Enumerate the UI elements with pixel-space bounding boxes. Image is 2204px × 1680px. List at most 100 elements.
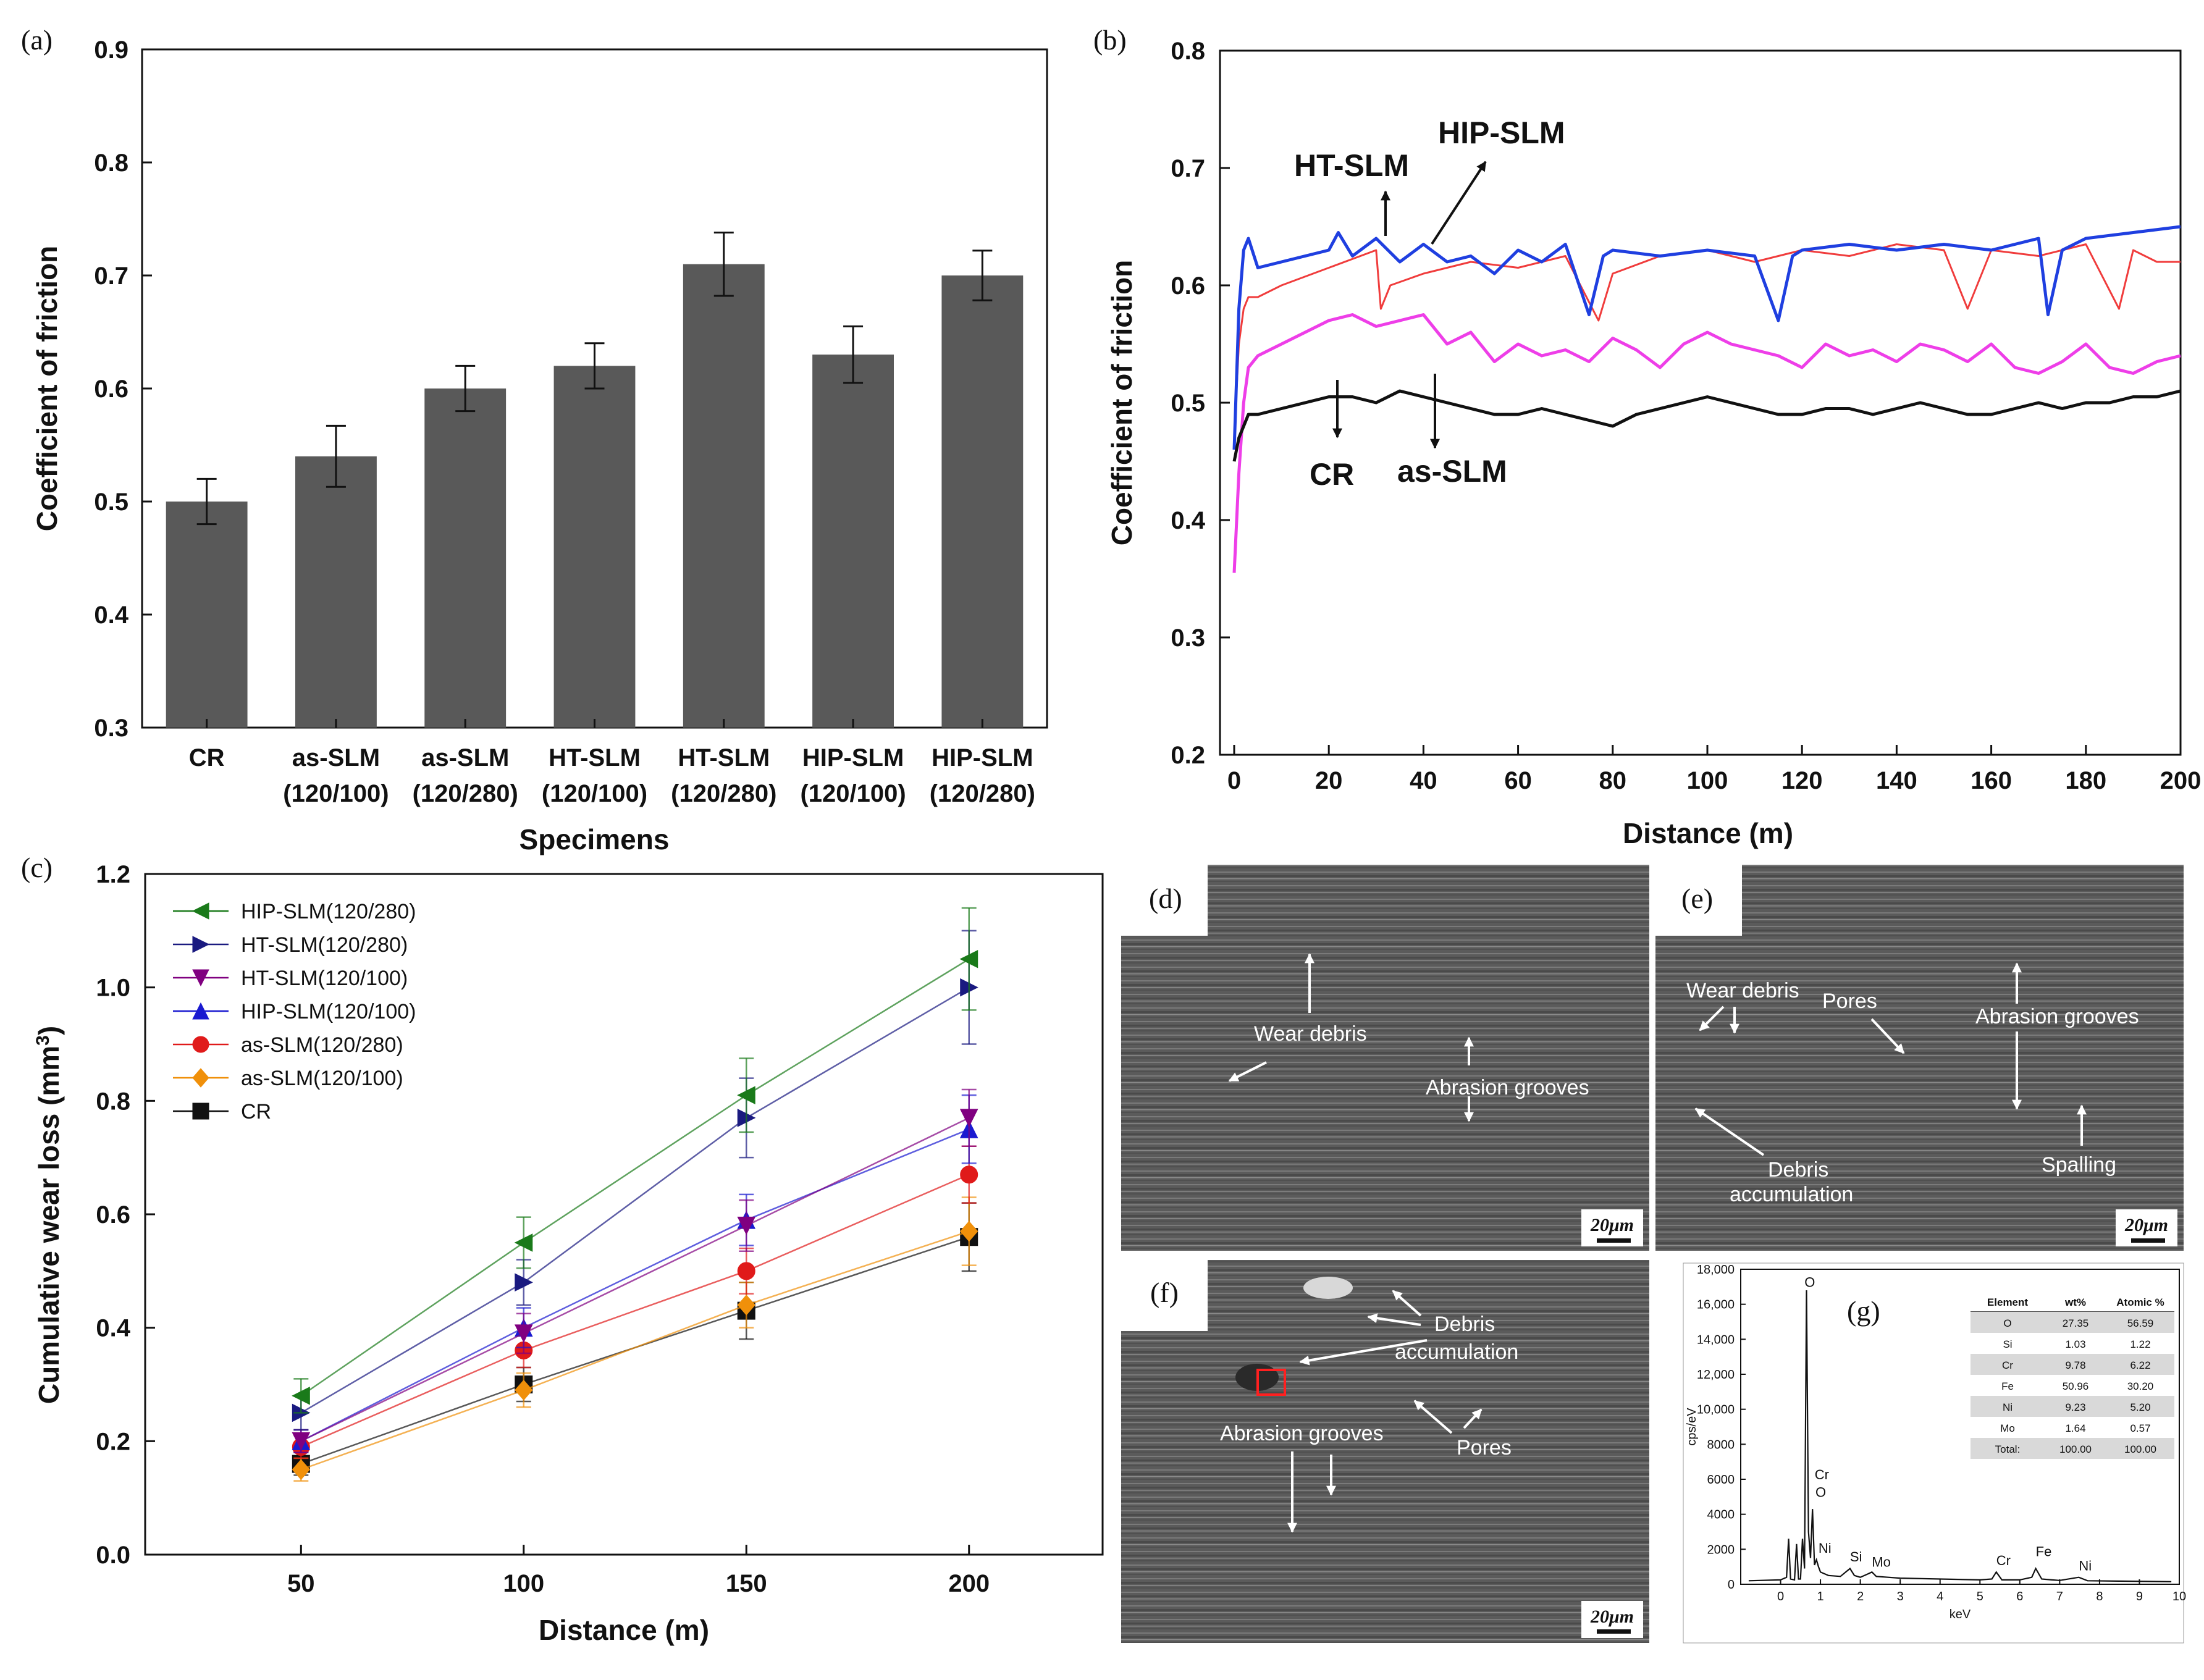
annotations-b: HIP-SLM HT-SLM CR as-SLM (1294, 116, 1565, 492)
table-cell: 100.00 (2124, 1443, 2156, 1455)
scale-text-e: 20μm (2124, 1215, 2168, 1235)
data-point (737, 1216, 756, 1235)
y-tick-label-b: 0.6 (1171, 272, 1205, 300)
y-tick-label-a: 0.4 (94, 602, 128, 629)
series-group (292, 1145, 978, 1460)
eds-spectrum (1748, 1290, 2172, 1582)
table-cell: Ni (2003, 1401, 2013, 1413)
table-cell: Cr (2002, 1359, 2013, 1371)
scale-bar-f (1597, 1629, 1631, 1634)
table-cell: 1.64 (2065, 1422, 2085, 1434)
legend-label: HIP-SLM(120/100) (241, 1000, 416, 1023)
y-axis-title-c: Cumulative wear loss (mm3) (33, 1026, 65, 1404)
arrow-e-pores (1870, 1018, 1905, 1054)
table-cell: Mo (2000, 1422, 2015, 1434)
x-tick-label-a: (120/100) (542, 780, 647, 807)
table-row-bg (1971, 1438, 2174, 1459)
peak-label: Cr (1815, 1467, 1829, 1482)
sem-image-d (1121, 865, 1649, 1251)
table-cell: 5.20 (2130, 1401, 2150, 1413)
annotation-cr: CR (1310, 457, 1354, 492)
y-tick-label-g: 18,000 (1697, 1263, 1735, 1277)
y-tick-label-c: 0.2 (96, 1428, 130, 1455)
data-point (960, 1166, 978, 1184)
sem-label-f-accumulation: accumulation (1395, 1340, 1518, 1364)
y-tick-label-a: 0.3 (94, 715, 128, 742)
arrow-f-pores-1 (1413, 1400, 1453, 1434)
y-tick-label-c: 1.2 (96, 861, 130, 888)
y-tick-label-c: 0.8 (96, 1088, 130, 1115)
table-header-cell: Element (1987, 1296, 2028, 1308)
legend-marker (192, 1068, 209, 1088)
arrow-d-debris-2 (1228, 1061, 1267, 1082)
series-line (300, 1174, 970, 1448)
y-tick-label-c: 0.0 (96, 1542, 130, 1569)
y-tick-label-a: 0.9 (94, 36, 128, 64)
series-line (300, 1230, 970, 1471)
lines-b (1232, 225, 2181, 573)
x-tick-label-a: HIP-SLM (932, 744, 1033, 771)
x-tick-label-b: 140 (1876, 767, 1917, 794)
table-cell: O (2003, 1317, 2011, 1329)
sem-label-f-pores: Pores (1457, 1436, 1512, 1460)
x-tick-label-g: 5 (1977, 1590, 1983, 1603)
scale-text-d: 20μm (1590, 1215, 1634, 1235)
x-tick-label-a: HT-SLM (549, 744, 641, 771)
y-tick-label-c: 0.4 (96, 1315, 130, 1342)
x-tick-label-g: 4 (1937, 1590, 1943, 1603)
x-tick-label-a: (120/280) (413, 780, 518, 807)
y-tick-label-a: 0.8 (94, 149, 128, 177)
table-cell: 1.22 (2130, 1338, 2150, 1350)
eds-selection-box (1256, 1369, 1286, 1396)
arrow-e-debris-1 (1699, 1006, 1725, 1031)
y-axis-title-c-main: Cumulative wear loss (mm (33, 1046, 65, 1404)
x-tick-label-c: 150 (726, 1570, 767, 1597)
sem-label-f-abrasion: Abrasion grooves (1220, 1422, 1384, 1445)
y-tick-label-g: 6000 (1707, 1473, 1735, 1487)
bar (812, 355, 894, 728)
table-row-bg (1971, 1354, 2174, 1375)
series-line-0 (1233, 243, 2181, 439)
y-tick-label-g: 16,000 (1697, 1298, 1735, 1312)
y-tick-label-g: 0 (1728, 1578, 1735, 1592)
series-group (292, 1202, 978, 1476)
x-tick-label-a: HIP-SLM (802, 744, 904, 771)
x-tick-label-b: 180 (2065, 767, 2106, 794)
label-box-d (1121, 865, 1208, 936)
table-row-bg (1971, 1312, 2174, 1333)
label-box-f (1121, 1260, 1208, 1331)
table-header-cell: Atomic % (2116, 1296, 2164, 1308)
axes-g: 0 2000 4000 6000 8000 10,000 12,000 14,000 16,00… (1697, 1263, 2186, 1603)
x-tick-label-a: (120/280) (671, 780, 776, 807)
legend-label: HT-SLM(120/100) (241, 967, 408, 990)
peak-label: Ni (1819, 1540, 1832, 1556)
sem-label-d-wear-debris: Wear debris (1254, 1022, 1367, 1046)
y-tick-label-b: 0.2 (1171, 742, 1205, 769)
legend-marker (191, 902, 209, 920)
y-tick-label-b: 0.8 (1171, 38, 1205, 65)
bar (683, 264, 765, 728)
scale-bar-d (1597, 1238, 1631, 1243)
peak-label: Mo (1872, 1555, 1891, 1570)
data-point (514, 1233, 533, 1252)
bar (424, 388, 507, 728)
legend-marker (192, 1036, 209, 1053)
peak-label: O (1815, 1484, 1826, 1500)
sem-label-d-abrasion: Abrasion grooves (1426, 1076, 1589, 1099)
panel-c: (c) 0.0 0.2 0.4 0.6 0.8 1.0 1.2 50 100 150 200 HIP… (21, 852, 1104, 1646)
bar (295, 456, 377, 728)
x-tick-label-b: 100 (1687, 767, 1728, 794)
y-axis-title-g: cps/eV (1685, 1408, 1699, 1446)
y-tick-label-g: 4000 (1707, 1508, 1735, 1522)
y-tick-label-c: 0.6 (96, 1201, 130, 1228)
axes-c: 0.0 0.2 0.4 0.6 0.8 1.0 1.2 50 100 150 200 (96, 861, 990, 1597)
annotation-hip-slm: HIP-SLM (1438, 116, 1565, 150)
arrow-f-debris-1 (1392, 1290, 1422, 1317)
bars-a (166, 231, 1024, 728)
label-box-e (1655, 865, 1742, 936)
axes-b: 0.2 0.3 0.4 0.5 0.6 0.7 0.8 0 20 40 60 80 100 120 140 1… (1171, 38, 2201, 794)
arrow-f-debris-2 (1367, 1313, 1421, 1326)
panel-label-e: (e) (1681, 883, 1713, 914)
data-point (292, 1432, 311, 1451)
x-tick-label-g: 8 (2096, 1590, 2103, 1603)
